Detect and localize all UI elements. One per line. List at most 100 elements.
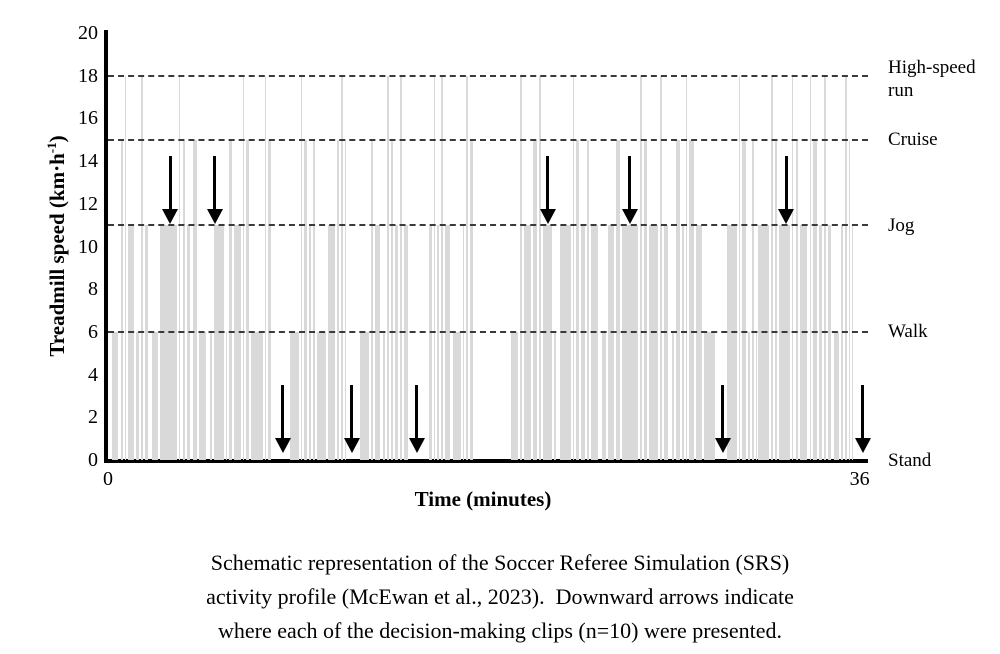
- speed-bar: [340, 75, 343, 460]
- zone-label-high-speed-run: High-speed run: [888, 56, 976, 102]
- clip-arrow-stand: [854, 385, 871, 453]
- clip-arrow-stem: [546, 156, 549, 210]
- caption-line-2: activity profile (McEwan et al., 2023). …: [206, 584, 794, 609]
- clip-arrow-stem: [628, 156, 632, 210]
- speed-bar: [187, 225, 191, 460]
- speed-bar: [576, 139, 579, 461]
- speed-bar: [756, 331, 758, 460]
- clip-arrow-head: [206, 209, 223, 224]
- zone-label-cruise: Cruise: [888, 128, 938, 151]
- speed-bar: [738, 75, 741, 460]
- speed-bar: [840, 225, 843, 460]
- x-tick-label-0: 0: [103, 468, 113, 490]
- speed-bar: [643, 139, 647, 461]
- speed-bar: [400, 75, 402, 460]
- speed-bar: [264, 75, 266, 460]
- speed-bar: [229, 139, 233, 461]
- speed-bar: [151, 331, 159, 460]
- speed-bar: [539, 75, 541, 460]
- clip-arrow-stand: [274, 385, 291, 453]
- speed-bar: [791, 75, 794, 460]
- clip-arrow-jog: [206, 156, 223, 224]
- speed-bar: [833, 331, 839, 460]
- speed-bar: [301, 75, 303, 460]
- zone-label-line: High-speed: [888, 56, 976, 78]
- clip-arrow-stem: [721, 385, 725, 439]
- speed-bar: [160, 225, 177, 460]
- y-tick-label-0: 0: [88, 449, 98, 471]
- speed-bar: [774, 139, 778, 461]
- speed-bar: [704, 331, 715, 460]
- speed-bar: [444, 225, 451, 460]
- speed-bar: [779, 225, 790, 460]
- speed-bar: [648, 225, 659, 460]
- speed-bar: [580, 225, 586, 460]
- speed-bar: [375, 225, 381, 460]
- y-tick-label-4: 4: [88, 363, 98, 386]
- figure-caption: Schematic representation of the Soccer R…: [0, 546, 1000, 648]
- speed-bar: [524, 225, 531, 460]
- y-axis-line: [104, 30, 108, 463]
- speed-bar: [462, 225, 465, 460]
- y-tick-label-16: 16: [78, 107, 98, 130]
- speed-bar: [752, 139, 755, 461]
- speed-bar: [685, 75, 688, 460]
- clip-arrow-stand: [714, 385, 731, 453]
- speed-bar: [587, 139, 590, 461]
- y-axis-title-text: Treadmill speed (km·h: [45, 153, 69, 357]
- clip-arrow-jog: [778, 156, 795, 224]
- speed-bar: [818, 225, 823, 460]
- clip-arrow-stem: [281, 385, 285, 439]
- clip-arrow-head: [854, 438, 871, 453]
- y-axis-title: Treadmill speed (km·h-1): [44, 135, 70, 356]
- speed-bar: [304, 139, 308, 461]
- speed-bar: [127, 225, 135, 460]
- speed-bar: [395, 225, 399, 460]
- speed-bar: [452, 331, 461, 460]
- speed-bar: [845, 75, 847, 460]
- speed-bar: [359, 331, 369, 460]
- speed-bar: [386, 75, 389, 460]
- clip-arrow-stand: [408, 385, 425, 453]
- speed-bar: [382, 331, 385, 460]
- speed-bar: [403, 225, 408, 460]
- speed-bar: [390, 139, 394, 461]
- speed-bar: [601, 331, 606, 460]
- speed-bar: [621, 225, 639, 460]
- zone-label-line: Cruise: [888, 129, 938, 151]
- clip-arrow-stem: [168, 156, 172, 210]
- clip-arrow-head: [714, 438, 731, 453]
- clip-arrow-jog: [539, 156, 556, 224]
- clip-arrow-stand: [343, 385, 360, 453]
- clip-arrow-head: [274, 438, 291, 453]
- clip-arrow-stem: [784, 156, 788, 210]
- zone-line-high-speed-run: [108, 74, 868, 77]
- zone-label-stand: Stand: [888, 449, 931, 472]
- speed-bar: [225, 331, 228, 460]
- speed-bar: [591, 225, 598, 460]
- x-axis-line: [104, 459, 868, 463]
- y-axis-title-superscript: -1: [44, 142, 59, 154]
- y-tick-label-20: 20: [78, 22, 98, 44]
- speed-bar: [809, 75, 812, 460]
- speed-bar: [747, 331, 751, 460]
- speed-bar: [560, 225, 571, 460]
- speed-bar: [532, 139, 538, 461]
- zone-label-line: Stand: [888, 449, 932, 471]
- speed-bar: [144, 225, 148, 460]
- speed-bar: [289, 331, 300, 460]
- zone-label-line: Jog: [888, 214, 915, 236]
- clip-arrow-head: [343, 438, 360, 453]
- speed-bar: [246, 139, 249, 461]
- speed-bar: [344, 139, 346, 461]
- clip-arrow-stem: [861, 385, 865, 439]
- speed-bar: [689, 139, 694, 461]
- clip-arrow-head: [621, 209, 638, 224]
- speed-bar: [178, 75, 181, 460]
- x-tick-label-36: 36: [849, 468, 870, 490]
- speed-bar: [309, 225, 311, 460]
- caption-line-3: where each of the decision-making clips …: [217, 618, 783, 643]
- clip-arrow-head: [162, 209, 178, 224]
- speed-bar: [112, 331, 119, 460]
